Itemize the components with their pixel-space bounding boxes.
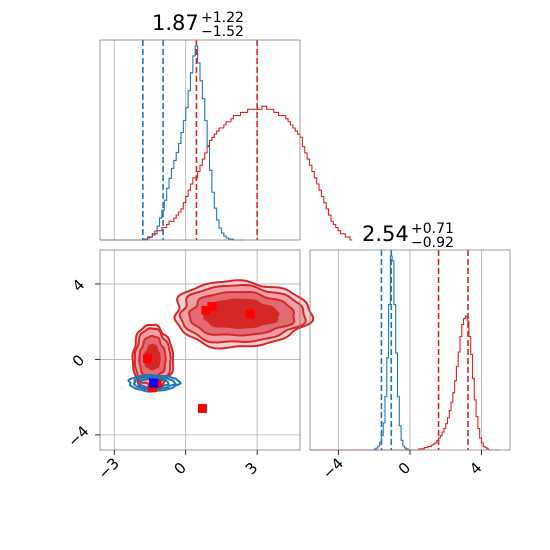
param2-title: 2.54 xyxy=(362,222,409,246)
joint-red-marker xyxy=(245,309,255,319)
joint-xtick-label: −3 xyxy=(95,454,123,482)
joint-red-cluster-lower-contour-2 xyxy=(138,334,167,379)
joint-scatter-red xyxy=(163,328,165,331)
param2-title-plus: +0.71 xyxy=(411,221,454,237)
joint-xtick-label: 3 xyxy=(242,459,261,478)
param2-xtick-label: 4 xyxy=(466,459,485,478)
joint-red-marker xyxy=(197,403,207,413)
joint-scatter-blue xyxy=(149,393,152,396)
param2-title-minus: −0.92 xyxy=(411,235,454,251)
joint-red-cluster-upper-contour-0 xyxy=(173,279,315,350)
param2-xtick-label: −4 xyxy=(319,454,347,482)
joint-blue-marker xyxy=(149,378,159,388)
joint-frame xyxy=(99,249,301,451)
joint-red-cluster-lower-contour-0 xyxy=(131,323,175,391)
joint-red-cluster-upper-fill-3 xyxy=(203,298,280,329)
param1-title-minus: −1.52 xyxy=(201,24,244,40)
joint-red-cluster-upper-contour-2 xyxy=(188,290,296,337)
param2-xtick-label: 0 xyxy=(395,459,414,478)
joint-red-cluster-upper-contour-1 xyxy=(178,283,307,344)
param1-title: 1.87 xyxy=(152,11,199,35)
markers-layer xyxy=(143,302,255,413)
joint-blue-cluster-contour-0 xyxy=(127,374,182,393)
param1-title-median: 1.87 xyxy=(152,11,199,35)
param1-hist-blue xyxy=(100,45,243,241)
joint-scatter-blue xyxy=(127,375,129,378)
param1-title-plus: +1.22 xyxy=(201,10,244,26)
lines-layer xyxy=(100,40,500,451)
joint-scatter-red xyxy=(184,337,186,339)
joint-red-marker xyxy=(143,353,153,363)
joint-scatter-blue xyxy=(121,386,123,389)
joint-blue-cluster-contour-1 xyxy=(132,375,177,391)
frames-layer xyxy=(99,39,511,451)
param2-title-median: 2.54 xyxy=(362,222,409,246)
joint-red-marker xyxy=(201,305,211,315)
joint-scatter-red xyxy=(167,305,169,307)
joint-xtick-label: 0 xyxy=(170,459,189,478)
param2-hist-blue xyxy=(310,255,410,451)
joint-ytick-label: 0 xyxy=(69,351,88,370)
param1-hist-red xyxy=(100,105,353,241)
joint-red-marker xyxy=(147,383,157,393)
joint-ytick-label: 4 xyxy=(69,276,88,295)
joint-red-cluster-lower-fill-3 xyxy=(143,343,161,371)
joint-red-marker xyxy=(207,302,217,312)
param1-frame xyxy=(99,39,301,241)
joint-ytick-label: −4 xyxy=(64,422,92,450)
